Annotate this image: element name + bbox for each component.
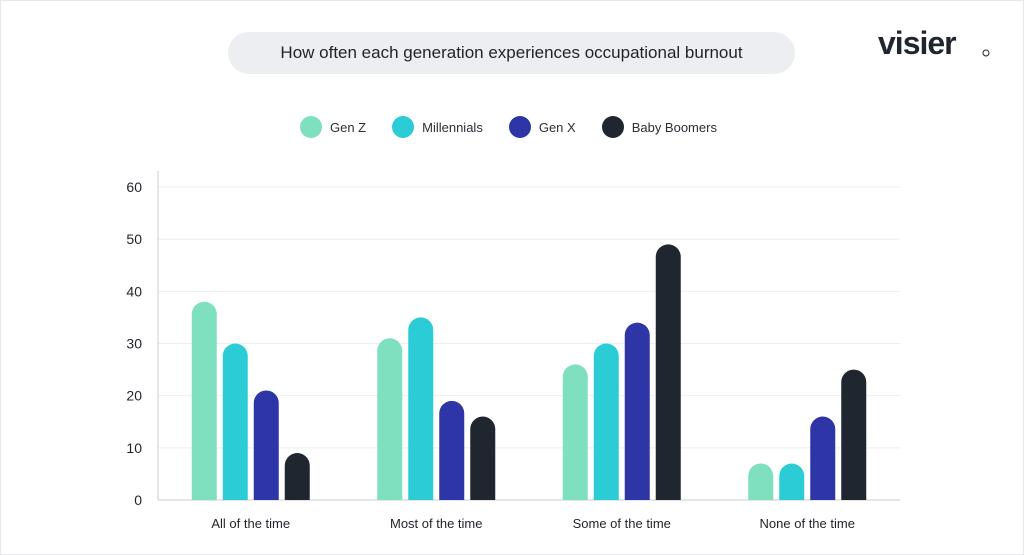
legend-swatch: [300, 116, 322, 138]
legend-label: Baby Boomers: [631, 119, 717, 135]
bar: [562, 364, 588, 500]
y-tick-label: 40: [126, 283, 142, 299]
bar: [624, 322, 650, 500]
chart-legend: Gen Z Millennials Gen X Baby Boomers: [300, 115, 743, 139]
bar: [593, 343, 619, 500]
legend-item-baby-boomers: Baby Boomers: [601, 116, 717, 138]
bar: [655, 244, 681, 500]
bar: [470, 416, 496, 500]
chart-title: How often each generation experiences oc…: [228, 32, 795, 74]
legend-item-gen-x: Gen X: [508, 116, 576, 138]
bar: [191, 301, 217, 500]
bar: [408, 317, 434, 500]
legend-item-gen-z: Gen Z: [300, 116, 366, 138]
bar: [841, 369, 867, 500]
legend-label: Millennials: [422, 119, 483, 135]
y-tick-label: 20: [126, 388, 142, 404]
y-tick-label: 0: [134, 492, 142, 508]
legend-label: Gen X: [538, 119, 576, 135]
legend-label: Gen Z: [330, 119, 367, 135]
legend-swatch: [392, 116, 415, 138]
x-tick-label: Most of the time: [390, 516, 482, 531]
y-tick-label: 10: [126, 440, 142, 456]
bar: [779, 463, 805, 500]
visier-logo: visier: [878, 26, 990, 61]
bar: [439, 400, 465, 500]
legend-swatch: [601, 116, 624, 138]
x-tick-label: Some of the time: [573, 516, 671, 531]
legend-item-millennials: Millennials: [392, 116, 483, 138]
bar: [748, 463, 774, 500]
bar: [377, 338, 403, 500]
bar: [810, 416, 836, 500]
bar: [222, 343, 248, 500]
svg-text:visier: visier: [878, 26, 956, 61]
y-tick-label: 30: [126, 336, 142, 352]
bar: [284, 453, 310, 500]
legend-swatch: [508, 116, 531, 138]
y-tick-label: 50: [126, 231, 142, 247]
x-tick-label: None of the time: [760, 516, 855, 531]
y-tick-label: 60: [126, 179, 142, 195]
x-tick-label: All of the time: [211, 516, 290, 531]
bar: [253, 390, 279, 500]
